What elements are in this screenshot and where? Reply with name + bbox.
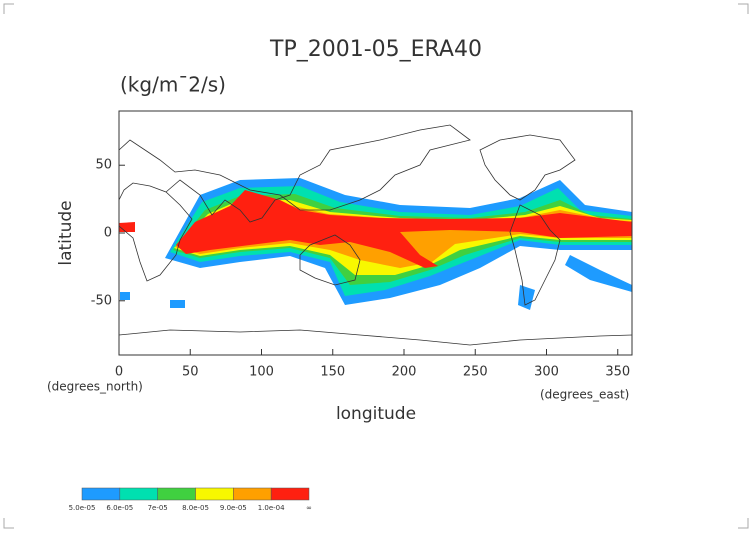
colorbar-label: 6.0e-05 [106,504,133,512]
x-tick-label: 50 [182,365,199,380]
y-axis-label: latitude [56,200,76,265]
colorbar-swatch [233,487,272,501]
colorbar-label: 7e-05 [148,504,168,512]
x-tick-label: 250 [463,365,488,380]
precipitation [119,178,632,310]
x-tick-label: 0 [115,365,123,380]
x-unit: (degrees_east) [540,388,629,402]
y-unit: (degrees_north) [47,380,143,394]
x-tick-label: 150 [320,365,345,380]
colorbar-swatch [119,487,158,501]
x-axis-label: longitude [336,404,416,424]
map-area [119,124,632,346]
colorbar-swatch [157,487,196,501]
x-tick-label: 300 [534,365,559,380]
colorbar-label: 9.0e-05 [220,504,247,512]
y-tick-label: -50 [91,293,112,308]
coastlines [119,124,632,346]
colorbar-label: 8.0e-05 [182,504,209,512]
colorbar-label: ∞ [306,504,312,512]
colorbar-swatch [81,487,121,501]
crop-marks [3,3,749,529]
colorbar-label: 1.0e-04 [258,504,285,512]
subtitle: (kg/m¯2/s) [120,73,226,97]
x-tick-label: 350 [605,365,630,380]
x-tick-label: 100 [249,365,274,380]
y-tick-label: 50 [95,158,112,173]
colorbar-swatch [195,487,234,501]
colorbar-swatch [270,487,310,501]
colorbar-label: 5.0e-05 [69,504,96,512]
y-tick-label: 0 [104,226,112,241]
title: TP_2001-05_ERA40 [269,37,482,62]
x-tick-label: 200 [392,365,417,380]
